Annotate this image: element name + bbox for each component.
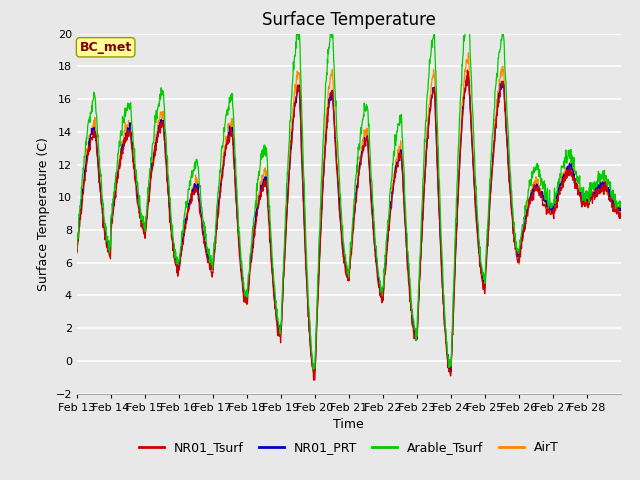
- Legend: NR01_Tsurf, NR01_PRT, Arable_Tsurf, AirT: NR01_Tsurf, NR01_PRT, Arable_Tsurf, AirT: [134, 436, 564, 459]
- Y-axis label: Surface Temperature (C): Surface Temperature (C): [37, 137, 50, 290]
- Title: Surface Temperature: Surface Temperature: [262, 11, 436, 29]
- Text: BC_met: BC_met: [79, 41, 132, 54]
- X-axis label: Time: Time: [333, 418, 364, 431]
